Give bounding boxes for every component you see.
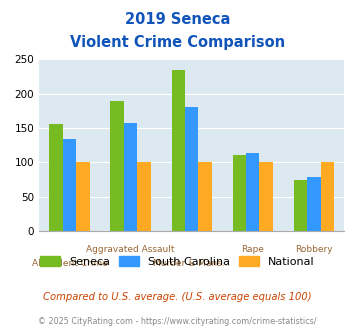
Bar	[171, 70, 185, 231]
Text: Aggravated Assault: Aggravated Assault	[86, 245, 175, 254]
Bar	[137, 162, 151, 231]
Text: Murder & Mans...: Murder & Mans...	[153, 259, 230, 268]
Bar	[307, 177, 321, 231]
Bar	[76, 162, 90, 231]
Bar	[110, 101, 124, 231]
Bar	[260, 162, 273, 231]
Bar	[294, 180, 307, 231]
Bar	[49, 124, 63, 231]
Bar	[63, 139, 76, 231]
Text: All Violent Crime: All Violent Crime	[32, 259, 108, 268]
Text: © 2025 CityRating.com - https://www.cityrating.com/crime-statistics/: © 2025 CityRating.com - https://www.city…	[38, 317, 317, 326]
Bar	[198, 162, 212, 231]
Text: Rape: Rape	[241, 245, 264, 254]
Text: Robbery: Robbery	[295, 245, 333, 254]
Text: 2019 Seneca: 2019 Seneca	[125, 12, 230, 26]
Bar	[124, 122, 137, 231]
Bar	[246, 153, 260, 231]
Text: Compared to U.S. average. (U.S. average equals 100): Compared to U.S. average. (U.S. average …	[43, 292, 312, 302]
Legend: Seneca, South Carolina, National: Seneca, South Carolina, National	[36, 251, 319, 271]
Bar	[233, 155, 246, 231]
Bar	[321, 162, 334, 231]
Text: Violent Crime Comparison: Violent Crime Comparison	[70, 35, 285, 50]
Bar	[185, 108, 198, 231]
